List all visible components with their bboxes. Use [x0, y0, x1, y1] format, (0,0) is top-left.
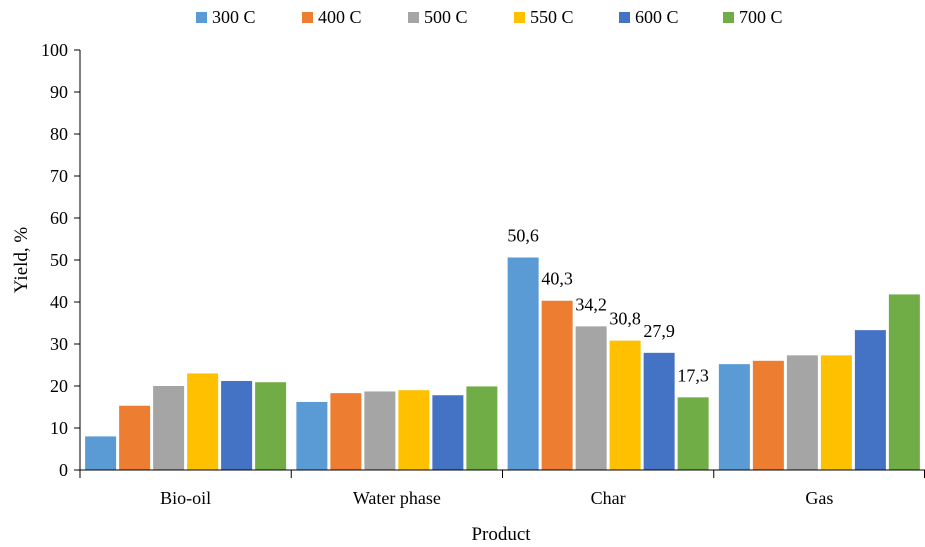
data-label: 30,8: [609, 309, 641, 329]
legend-swatch: [514, 12, 525, 23]
data-label: 27,9: [643, 321, 675, 341]
bar-bio-oil-500-c: [153, 386, 185, 470]
bar-water-phase-550-c: [398, 390, 430, 470]
legend-label: 550 C: [530, 7, 574, 27]
legend-swatch: [619, 12, 630, 23]
data-label: 40,3: [541, 269, 573, 289]
bar-gas-300-c: [718, 364, 750, 470]
y-tick-label: 30: [50, 334, 68, 354]
y-tick-label: 40: [50, 292, 68, 312]
x-axis-label: Product: [471, 524, 531, 545]
bar-gas-700-c: [888, 294, 920, 470]
y-tick-label: 0: [59, 460, 68, 480]
x-tick-label: Gas: [805, 488, 833, 508]
x-tick-label: Bio-oil: [160, 488, 211, 508]
legend-swatch: [723, 12, 734, 23]
y-tick-label: 10: [50, 418, 68, 438]
y-tick-label: 90: [50, 82, 68, 102]
legend-label: 300 C: [212, 7, 256, 27]
bar-char-550-c: [609, 340, 641, 470]
y-tick-label: 50: [50, 250, 68, 270]
legend-swatch: [196, 12, 207, 23]
bars: [85, 257, 920, 470]
bar-char-700-c: [677, 397, 709, 470]
legend-swatch: [302, 12, 313, 23]
bar-bio-oil-550-c: [187, 373, 219, 470]
legend-label: 700 C: [739, 7, 783, 27]
x-tick-label: Char: [591, 488, 626, 508]
data-label: 34,2: [575, 294, 607, 314]
bar-char-600-c: [643, 352, 675, 470]
x-axis: Bio-oil Water phase Char Gas: [79, 469, 925, 508]
bar-gas-550-c: [820, 355, 852, 470]
x-tick-label: Water phase: [353, 488, 441, 508]
y-axis-label: Yield, %: [11, 227, 32, 294]
legend-label: 500 C: [424, 7, 468, 27]
bar-bio-oil-600-c: [221, 380, 253, 470]
y-tick-label: 100: [41, 40, 68, 60]
legend-swatch: [408, 12, 419, 23]
bar-water-phase-500-c: [364, 391, 396, 470]
bar-gas-600-c: [854, 330, 886, 470]
bar-water-phase-400-c: [330, 393, 362, 470]
bar-water-phase-700-c: [466, 386, 498, 470]
y-tick-label: 70: [50, 166, 68, 186]
y-tick-label: 20: [50, 376, 68, 396]
bar-char-500-c: [575, 326, 607, 470]
bar-gas-400-c: [752, 360, 784, 470]
y-tick-label: 60: [50, 208, 68, 228]
bar-char-300-c: [507, 257, 539, 470]
y-axis: 0 10 20 30 40 50 60 70 80 90 100: [41, 40, 81, 480]
bar-char-400-c: [541, 300, 573, 470]
bar-gas-500-c: [786, 355, 818, 470]
bar-water-phase-600-c: [432, 395, 464, 470]
bar-bio-oil-300-c: [85, 436, 117, 470]
legend: 300 C 400 C 500 C 550 C 600 C 700 C: [196, 7, 783, 27]
legend-label: 600 C: [635, 7, 679, 27]
data-labels: 50,6 40,334,230,827,9 17,3: [507, 225, 709, 385]
y-tick-label: 80: [50, 124, 68, 144]
data-label: 50,6: [507, 225, 539, 245]
bar-water-phase-300-c: [296, 401, 328, 470]
legend-label: 400 C: [318, 7, 362, 27]
data-label: 17,3: [677, 365, 709, 385]
bar-bio-oil-400-c: [119, 405, 151, 470]
bar-bio-oil-700-c: [255, 382, 287, 470]
